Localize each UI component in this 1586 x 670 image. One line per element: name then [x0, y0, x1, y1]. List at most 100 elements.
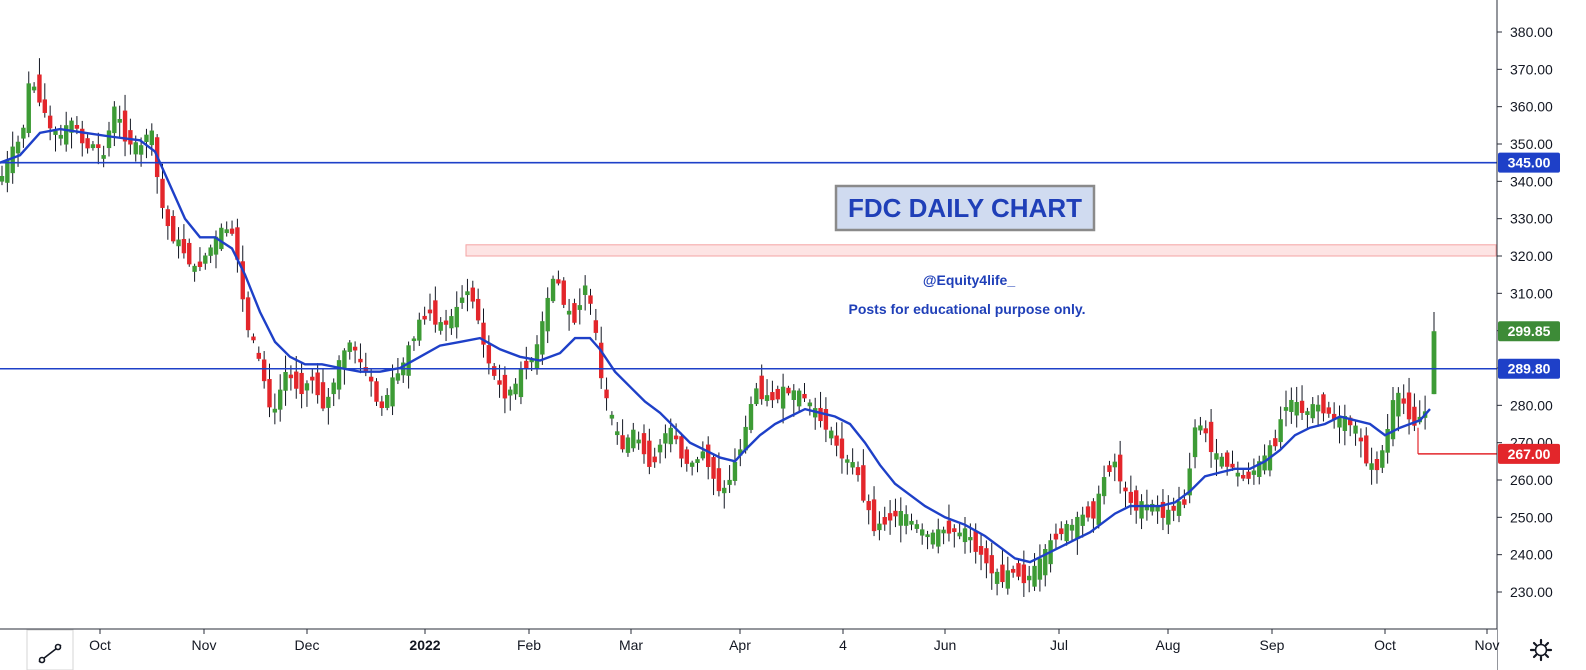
candle: [1053, 523, 1059, 550]
candle: [989, 542, 994, 590]
candle: [395, 358, 401, 385]
time-tick-label: Nov: [1475, 637, 1500, 653]
candle: [561, 277, 566, 309]
price-axis[interactable]: 230.00240.00250.00260.00270.00280.00290.…: [1496, 0, 1586, 670]
candle: [1139, 494, 1144, 530]
candle: [1230, 450, 1235, 471]
candle: [689, 460, 695, 476]
candle: [577, 288, 582, 325]
candle: [96, 132, 101, 165]
candle: [219, 223, 224, 251]
candle: [492, 362, 497, 380]
candle: [417, 312, 422, 346]
candle: [160, 163, 165, 219]
candle: [272, 393, 278, 425]
candle: [1080, 506, 1085, 538]
settings-gear-icon[interactable]: [1529, 638, 1553, 662]
candle: [1257, 455, 1262, 485]
chart-title: FDC DAILY CHART: [848, 193, 1082, 223]
candle: [1310, 397, 1315, 424]
price-tick-label: 350.00: [1510, 136, 1553, 152]
candle: [673, 423, 679, 445]
candle: [711, 453, 716, 496]
candle: [1101, 465, 1107, 505]
candle: [1069, 518, 1075, 542]
candle: [21, 124, 26, 148]
time-axis[interactable]: Oct Nov Dec 2022 Feb Mar Apr 4 Jun Jul Aug Sep Oct No…: [0, 628, 1500, 670]
time-tick-label: Nov: [192, 637, 217, 653]
candle: [502, 366, 508, 414]
candle: [5, 150, 10, 193]
candle: [732, 448, 738, 486]
candle: [1380, 445, 1385, 474]
candle: [31, 82, 37, 93]
candle: [278, 374, 283, 422]
price-tick-label: 360.00: [1510, 99, 1553, 115]
candle: [625, 434, 631, 457]
candle: [406, 341, 411, 389]
last-candle: [1431, 312, 1437, 395]
candle: [839, 422, 845, 474]
candle: [748, 396, 754, 434]
candle: [251, 333, 256, 344]
candle: [427, 293, 433, 321]
candle: [197, 247, 203, 272]
candle: [1342, 404, 1348, 446]
candle: [475, 288, 481, 325]
candle: [374, 378, 379, 407]
candle: [80, 120, 85, 157]
candle: [1305, 407, 1310, 430]
candle: [438, 317, 443, 335]
drawing-tool-button[interactable]: [26, 629, 74, 670]
candle: [920, 523, 925, 545]
candle: [1037, 544, 1043, 592]
price-tick-label: 380.00: [1510, 24, 1553, 40]
candle: [936, 518, 941, 554]
candle: [834, 422, 839, 457]
candle: [192, 263, 197, 282]
candle: [727, 465, 732, 493]
candle: [754, 382, 759, 406]
candle: [545, 287, 550, 344]
candle: [994, 568, 1000, 596]
candle: [176, 227, 181, 259]
candle: [1331, 402, 1337, 429]
candle: [1160, 489, 1166, 531]
price-tick-label: 370.00: [1510, 61, 1553, 77]
svg-text:299.85: 299.85: [1508, 323, 1551, 339]
candle: [1112, 453, 1117, 482]
candle: [524, 346, 529, 380]
price-tick-label: 310.00: [1510, 285, 1553, 301]
candle: [481, 308, 486, 358]
candle: [1401, 384, 1406, 415]
candle: [449, 308, 454, 335]
candle: [615, 422, 620, 445]
time-tick-label: Sep: [1260, 637, 1285, 653]
candle: [331, 378, 336, 407]
candle: [1059, 521, 1064, 541]
candle: [657, 439, 663, 464]
candlestick-series: [0, 58, 1437, 597]
candle: [208, 244, 213, 264]
candle: [1374, 451, 1380, 484]
candle: [465, 278, 470, 312]
candle: [422, 306, 427, 325]
candle: [1369, 447, 1374, 485]
candle: [122, 94, 128, 157]
candle: [64, 111, 69, 152]
candle: [347, 340, 352, 360]
price-tick-label: 340.00: [1510, 173, 1553, 189]
candle: [411, 336, 417, 351]
candle: [572, 298, 577, 325]
candle: [1235, 461, 1241, 487]
candle: [342, 348, 347, 385]
candle: [588, 288, 593, 315]
candle: [636, 431, 641, 450]
candle: [957, 523, 962, 540]
candle: [1273, 429, 1278, 451]
candle: [1021, 550, 1027, 597]
time-tick-label: Dec: [295, 637, 320, 653]
line-tool-icon: [38, 643, 62, 664]
candle: [1134, 485, 1139, 524]
